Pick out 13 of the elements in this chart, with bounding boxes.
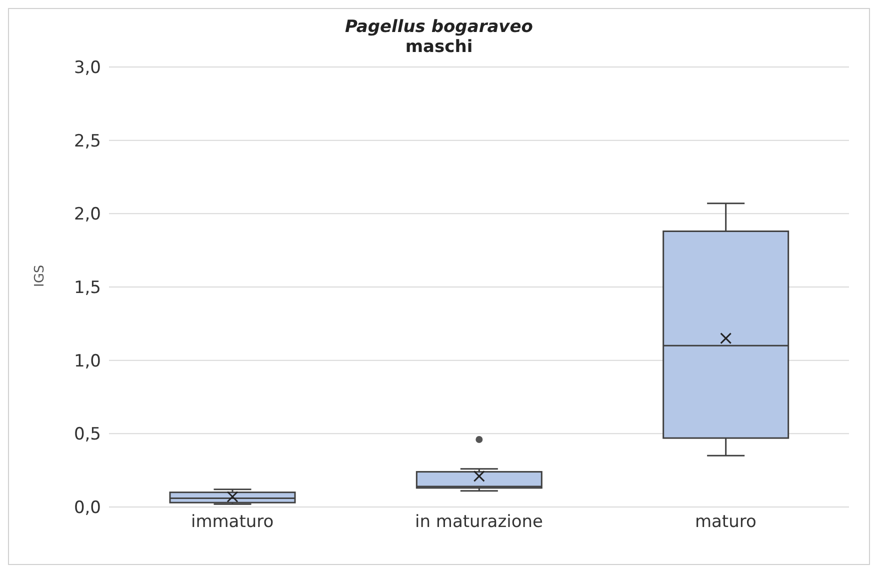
- y-tick-label: 2,0: [74, 204, 101, 225]
- y-tick-label: 0,0: [74, 498, 101, 518]
- y-tick-label: 1,0: [74, 351, 101, 372]
- x-tick-label: maturo: [694, 512, 756, 532]
- y-tick-label: 3,0: [74, 58, 101, 78]
- x-tick-label: in maturazione: [414, 512, 544, 532]
- y-tick-label: 1,5: [74, 278, 101, 298]
- chart-title: Pagellus bogaraveo: [344, 17, 534, 37]
- x-tick-label: immaturo: [190, 512, 274, 532]
- chart-subtitle: maschi: [404, 37, 474, 57]
- y-tick-label: 2,5: [74, 131, 101, 152]
- y-tick-label: 0,5: [74, 424, 101, 445]
- y-axis-title: IGS: [32, 264, 48, 287]
